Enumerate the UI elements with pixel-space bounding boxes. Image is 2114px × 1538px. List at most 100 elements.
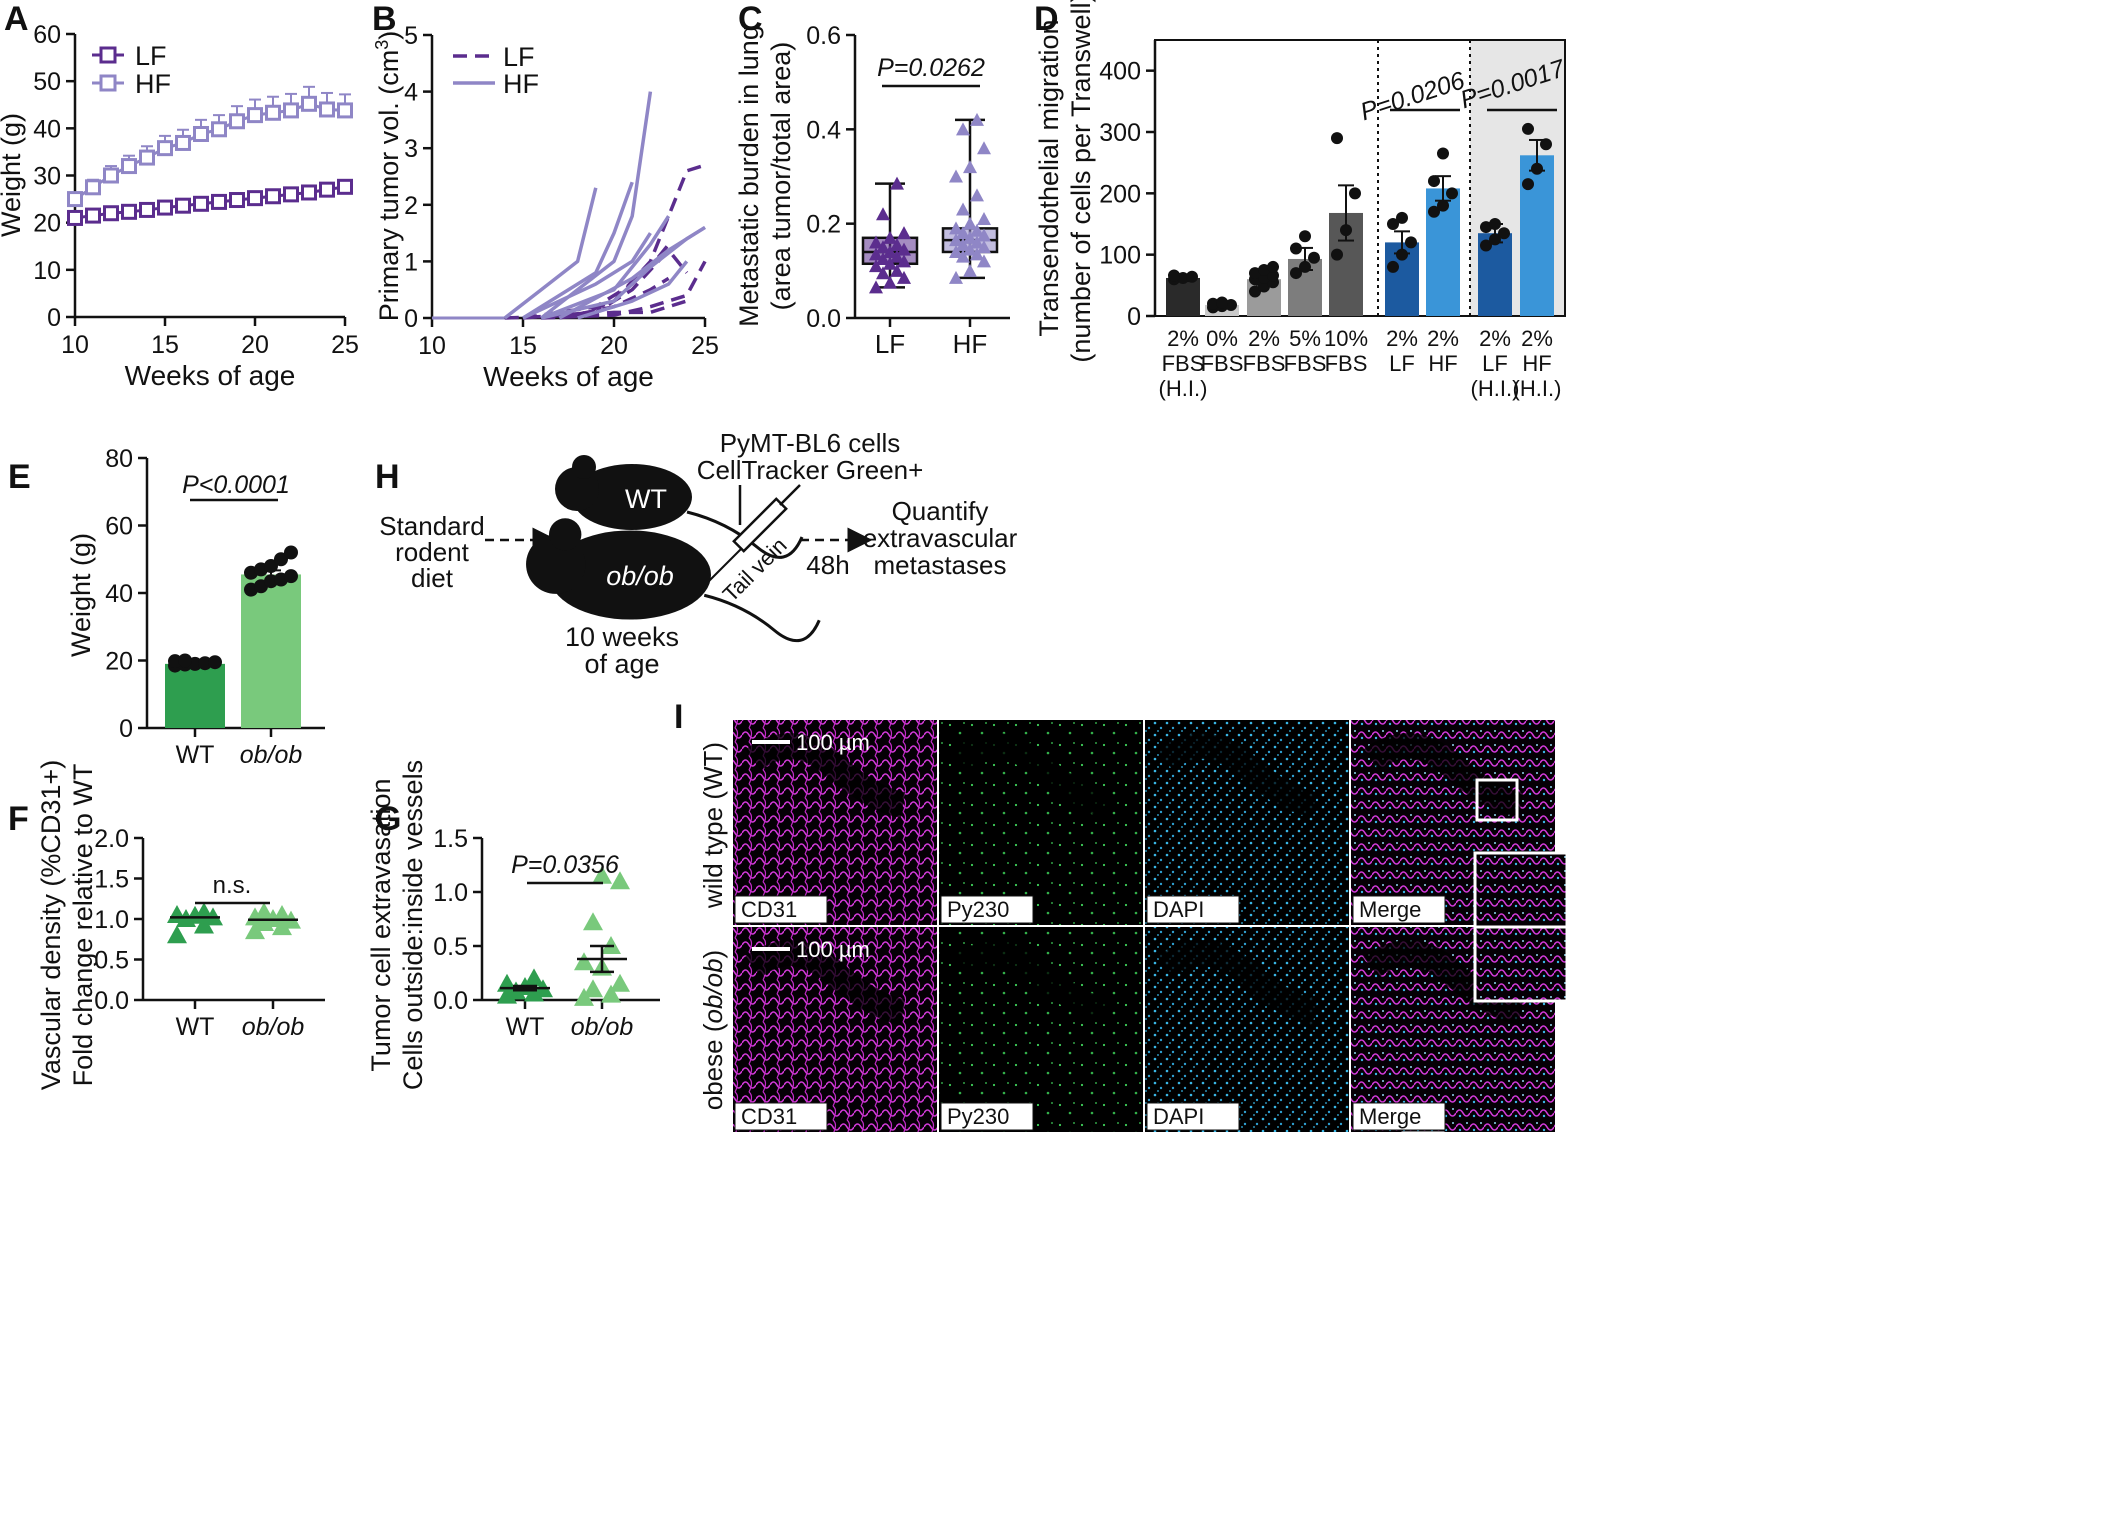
mouse-ob-label: ob/ob — [606, 561, 674, 591]
data-point — [1446, 187, 1458, 200]
data-point — [897, 242, 911, 256]
y-tick-label: 200 — [1099, 180, 1141, 208]
legend-label-lf: LF — [503, 42, 535, 72]
data-point — [883, 275, 897, 289]
channel-label-box — [940, 895, 1034, 924]
row-label-ob: obese (ob/ob) — [698, 950, 728, 1110]
tumor-curve — [522, 181, 634, 320]
stat-label-part-0: P<0.0001 — [182, 471, 290, 499]
y-axis-title-part-0: Primary tumor vol. (cm — [374, 50, 404, 322]
data-point — [963, 230, 977, 244]
y-tick-label: 2.0 — [94, 825, 129, 853]
stat-label: P<0.0001 — [182, 471, 290, 499]
panel-e-chart: 0 20 40 60 80 Weight (g) WT ob/ob P<0.0001 — [66, 445, 325, 769]
y-tick-label: 20 — [33, 210, 61, 238]
mouse-ear — [572, 455, 596, 479]
y-axis-title: Transendothelial migration — [1034, 19, 1064, 336]
data-point — [265, 104, 281, 121]
data-point — [175, 134, 191, 151]
category-label: (H.I.) — [1159, 376, 1208, 401]
tumor-curve — [577, 260, 689, 320]
y-tick-label: 400 — [1099, 58, 1141, 86]
data-point — [85, 179, 101, 196]
data-point — [337, 178, 353, 195]
x-tick-label: 20 — [600, 332, 628, 360]
group-0: WT — [167, 902, 223, 1041]
category-label: 2% — [1248, 326, 1280, 351]
data-point — [1340, 224, 1352, 237]
tissue-void — [951, 733, 1112, 818]
panel-letter-D: D — [1034, 0, 1059, 38]
y-tick-label: 0.5 — [94, 947, 129, 975]
channel-label-box — [734, 1102, 828, 1131]
y-tick-label: 0.6 — [806, 22, 841, 50]
data-point — [897, 270, 911, 284]
data-point — [970, 247, 984, 261]
data-point — [963, 216, 977, 230]
box-HF: HF — [941, 112, 999, 359]
category-label: LF — [1482, 351, 1508, 376]
data-point — [524, 968, 544, 987]
category-label: 2% — [1167, 326, 1199, 351]
y-tick-label: 0.0 — [433, 987, 468, 1015]
x-axis-title: Weeks of age — [125, 360, 296, 391]
y-tick-label: 30 — [33, 163, 61, 191]
data-point — [1267, 260, 1279, 273]
y-tick-label: 60 — [33, 21, 61, 49]
legend-label: LF — [135, 41, 167, 71]
data-point — [1290, 242, 1302, 255]
category-label: FBS — [1162, 351, 1205, 376]
bar-group-7: 2%LF(H.I.) — [1471, 218, 1519, 401]
bar-group-0: 2%FBS(H.I.) — [1159, 269, 1208, 401]
category-label: 10% — [1324, 326, 1368, 351]
channel-label: DAPI — [1153, 897, 1204, 922]
y-tick-label: 1.0 — [433, 879, 468, 907]
data-point — [168, 654, 182, 669]
data-point — [229, 192, 245, 209]
data-point — [977, 211, 991, 225]
y-tick-label: 1.0 — [94, 906, 129, 934]
bar-group-6: 2%HF — [1426, 147, 1460, 376]
data-point — [1331, 248, 1343, 261]
data-point — [211, 121, 227, 138]
scale-bar-label: 100 µm — [796, 937, 870, 962]
data-point — [67, 191, 83, 208]
category-label: HF — [1522, 351, 1551, 376]
legend-marker — [99, 46, 117, 64]
data-point — [194, 902, 214, 921]
bar-group-4: 10%FBS — [1324, 132, 1368, 376]
y-tick-label: 1.5 — [94, 866, 129, 894]
x-tick-label: 25 — [331, 331, 359, 359]
row-label-wt: wild type (WT) — [698, 742, 728, 909]
y-tick-label: 80 — [105, 445, 133, 473]
readout-label: Quantify — [892, 496, 989, 526]
panel-b-chart: 0 1 2 3 4 5 10 15 20 25 Weeks of age Primary tumor … — [372, 22, 719, 392]
category-label: FBS — [1284, 351, 1327, 376]
row-label-ob-part-0: obese ( — [698, 1023, 728, 1110]
mouse-ear — [549, 518, 582, 551]
data-point — [1437, 147, 1449, 160]
y-tick-label: 20 — [105, 648, 133, 676]
data-point — [869, 259, 883, 273]
row-label-ob-part-1: ob/ob — [698, 958, 728, 1023]
data-point — [1249, 267, 1261, 280]
data-point — [1258, 280, 1270, 293]
data-point — [272, 904, 292, 923]
panel-letter-I: I — [674, 698, 683, 736]
data-point — [1216, 296, 1228, 309]
mouse-tail — [686, 510, 804, 559]
group-0: WT — [497, 968, 553, 1041]
y-axis-title: Vascular density (%CD31+) — [36, 760, 66, 1090]
data-point — [1249, 285, 1261, 298]
data-point — [283, 186, 299, 203]
data-point — [1522, 178, 1534, 191]
data-point — [601, 984, 621, 1003]
mouse-wt-label: WT — [625, 484, 667, 514]
syringe-plunger — [779, 484, 801, 506]
box-LF: LF — [861, 176, 919, 359]
bar-group-8: 2%HF(H.I.) — [1513, 122, 1561, 401]
x-axis-title: Weeks of age — [483, 361, 654, 392]
